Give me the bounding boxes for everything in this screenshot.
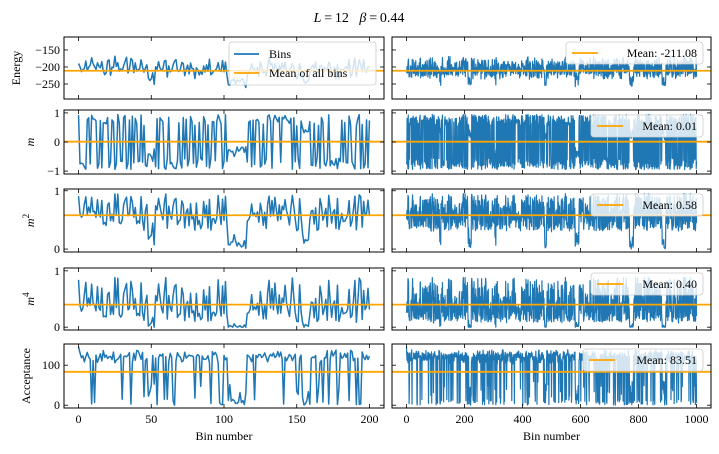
- legend-box: [590, 272, 704, 296]
- panel-m-right: Mean: 0.01: [391, 109, 712, 175]
- legend-mean-label: Mean of all bins: [269, 66, 348, 80]
- panel-m4-left: 1 0 m4: [21, 264, 385, 334]
- bins-series-line: [77, 346, 371, 406]
- y-tick-label: 1: [54, 184, 60, 198]
- legend: Mean: 0.01: [590, 114, 704, 138]
- x-tick-label: 0: [404, 412, 410, 426]
- y-tick-label: 0: [54, 398, 60, 412]
- y-axis-label: m: [23, 137, 37, 146]
- legend-box: [590, 193, 704, 217]
- y-axis-label: m4: [21, 292, 37, 306]
- x-tick-label: 600: [572, 412, 590, 426]
- legend-box: [565, 41, 704, 65]
- panel-m2-right: Mean: 0.58: [391, 188, 712, 253]
- legend-mean-label: Mean: 0.01: [642, 119, 697, 133]
- x-tick-label: 100: [215, 412, 233, 426]
- panel-energy-right: Mean: -211.08: [391, 36, 712, 100]
- panel-m4-right: Mean: 0.40: [391, 267, 712, 331]
- x-tick-label: 50: [145, 412, 157, 426]
- y-tick-label: −200: [35, 60, 60, 74]
- y-axis-label: m2: [21, 214, 37, 227]
- y-tick-label: −250: [35, 77, 60, 91]
- x-tick-label: 200: [456, 412, 474, 426]
- y-tick-label: −1: [47, 164, 60, 178]
- panel-energy-left: −150 −200 −250 Energy Bins Mean of all bins: [9, 36, 385, 100]
- axes-frame: [391, 343, 712, 409]
- x-axis-label: Bin number: [523, 429, 580, 443]
- panel-m2-left: 1 0 m2: [21, 184, 385, 256]
- legend-mean-label: Mean: -211.08: [627, 46, 697, 60]
- legend: Mean: -211.08: [565, 41, 704, 65]
- legend: Mean: 83.51: [582, 348, 704, 372]
- legend: Mean: 0.40: [590, 272, 704, 296]
- figure-title: L = 12 β = 0.44: [313, 11, 405, 26]
- bins-series-line: [405, 113, 698, 171]
- y-tick-label: 1: [54, 106, 60, 120]
- y-axis-label: Energy: [9, 51, 23, 85]
- panel-acc-right: 0 200 400 600 800 1000 Mean: 83.51: [391, 343, 712, 426]
- legend-box: [582, 348, 704, 372]
- legend: Bins Mean of all bins: [228, 41, 377, 86]
- x-tick-label: 800: [630, 412, 648, 426]
- y-tick-label: −150: [35, 43, 60, 57]
- legend-box: [590, 114, 704, 138]
- bins-series-line: [77, 113, 371, 171]
- legend-mean-label: Mean: 0.58: [642, 198, 697, 212]
- x-tick-label: 1000: [685, 412, 709, 426]
- legend-mean-label: Mean: 83.51: [636, 353, 697, 367]
- axes-frame: [391, 267, 712, 331]
- bins-series-line: [77, 193, 371, 250]
- x-axis-label: Bin number: [196, 429, 253, 443]
- legend-mean-label: Mean: 0.40: [642, 277, 697, 291]
- y-tick-label: 0: [54, 320, 60, 334]
- y-tick-label: 0: [54, 242, 60, 256]
- y-tick-label: 100: [42, 358, 60, 372]
- legend: Mean: 0.58: [590, 193, 704, 217]
- y-tick-label: 0: [54, 135, 60, 149]
- axes-frame: [391, 188, 712, 253]
- y-tick-label: 1: [54, 264, 60, 278]
- panel-m-left: 1 0 −1 m: [23, 106, 385, 178]
- legend-bins-label: Bins: [269, 47, 291, 61]
- axes-frame: [391, 36, 712, 100]
- x-tick-label: 150: [288, 412, 306, 426]
- x-tick-label: 400: [514, 412, 532, 426]
- bins-series-line: [77, 276, 371, 328]
- legend-box: [228, 41, 377, 86]
- x-tick-label: 200: [360, 412, 378, 426]
- panel-acc-left: 0 50 100 150 200 100 0 Acceptance: [19, 343, 385, 426]
- y-axis-label: Acceptance: [19, 348, 33, 404]
- x-tick-label: 0: [76, 412, 82, 426]
